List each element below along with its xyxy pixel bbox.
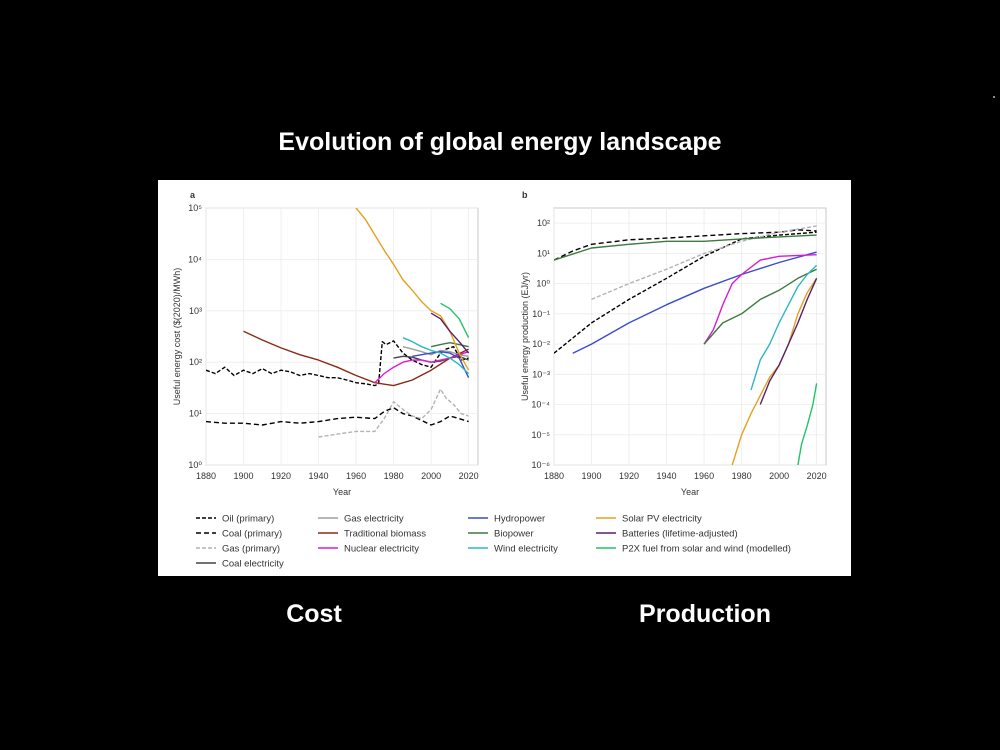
- x-tick-label: 2020: [807, 471, 827, 481]
- legend-entry-label: Nuclear electricity: [344, 544, 419, 555]
- legend-entry-label: Wind electricity: [494, 544, 558, 555]
- legend-entry-label: Gas electricity: [344, 514, 404, 525]
- y-tick-label: 10⁻⁴: [531, 400, 550, 410]
- series-line-wind-electricity: [402, 337, 470, 375]
- series-line-coal-primary: [206, 406, 469, 426]
- y-tick-label: 10³: [189, 306, 202, 316]
- series-line-oil-primary: [206, 340, 469, 387]
- y-tick-label: 10⁴: [188, 254, 202, 264]
- x-tick-label: 1940: [309, 471, 329, 481]
- caption-production: Production: [639, 600, 771, 628]
- series-line-p2x-fuel-from-solar-and-wind-modelled: [797, 383, 818, 465]
- x-tick-label: 1960: [694, 471, 714, 481]
- x-tick-label: 1960: [346, 471, 366, 481]
- y-tick-label: 10⁻⁶: [532, 460, 551, 470]
- energy-charts-svg: 1880 1900 1920 1940 1960 1980 2000 2020 10⁰ 10¹ 10…: [172, 190, 827, 570]
- y-tick-label: 10¹: [189, 409, 202, 419]
- panel-label-b: b: [522, 190, 528, 200]
- y-tick-label: 10⁻³: [532, 369, 550, 379]
- y-tick-label: 10⁻⁵: [532, 430, 551, 440]
- y-tick-label: 10⁰: [188, 460, 202, 470]
- legend-entry-label: Oil (primary): [222, 514, 274, 525]
- series-line-p2x-fuel-from-solar-and-wind-modelled: [440, 302, 470, 339]
- legend-entry-label: Solar PV electricity: [622, 514, 702, 525]
- series-line-wind-electricity: [750, 264, 818, 391]
- series-line-traditional-biomass: [554, 234, 817, 261]
- series-line-gas-primary: [318, 388, 469, 438]
- x-tick-label: 1940: [657, 471, 677, 481]
- plot-area-a: [205, 207, 479, 466]
- series-line-traditional-biomass: [243, 330, 469, 387]
- series-line-gas-primary: [591, 225, 817, 301]
- series-line-biopower: [703, 268, 817, 345]
- series-line-oil-primary: [554, 231, 817, 354]
- series-line-batteries-lifetime-adjusted: [430, 312, 470, 354]
- series-line-solar-pv-electricity: [731, 277, 818, 465]
- y-tick-label: 10²: [189, 357, 202, 367]
- legend-entry-label: Coal electricity: [222, 559, 284, 570]
- x-tick-label: 1920: [619, 471, 639, 481]
- x-tick-label: 2000: [769, 471, 789, 481]
- x-tick-label: 1900: [234, 471, 254, 481]
- corner-dot: [993, 96, 995, 98]
- y-tick-label: 10⁻²: [532, 339, 550, 349]
- x-axis-label: Year: [681, 487, 699, 497]
- y-axis-label: Useful energy cost ($(2020)/MWh): [172, 268, 182, 406]
- x-tick-label: 2000: [421, 471, 441, 481]
- legend-entry-label: Coal (primary): [222, 529, 282, 540]
- series-line-nuclear-electricity: [703, 254, 817, 345]
- series-line-hydropower: [412, 350, 470, 379]
- x-tick-label: 2020: [459, 471, 479, 481]
- series-group: [206, 208, 470, 438]
- y-tick-label: 10⁰: [536, 279, 550, 289]
- x-tick-label: 1880: [544, 471, 564, 481]
- figure-panel: 1880 1900 1920 1940 1960 1980 2000 2020 10⁰ 10¹ 10…: [158, 180, 851, 576]
- x-tick-label: 1900: [582, 471, 602, 481]
- x-axis-label: Year: [333, 487, 351, 497]
- y-tick-label: 10⁻¹: [532, 309, 550, 319]
- legend-entry-label: P2X fuel from solar and wind (modelled): [622, 544, 791, 555]
- x-tick-label: 1980: [732, 471, 752, 481]
- y-tick-label: 10²: [537, 218, 550, 228]
- legend-entry-label: Gas (primary): [222, 544, 280, 555]
- series-group: [554, 225, 818, 465]
- x-tick-label: 1920: [271, 471, 291, 481]
- legend-entry-label: Hydropower: [494, 514, 545, 525]
- plot-area-b: [553, 207, 827, 466]
- series-line-hydropower: [572, 251, 817, 354]
- slide-title: Evolution of global energy landscape: [278, 128, 722, 156]
- series-line-batteries-lifetime-adjusted: [759, 278, 818, 405]
- x-tick-label: 1880: [196, 471, 216, 481]
- x-tick-label: 1980: [384, 471, 404, 481]
- y-tick-label: 10⁵: [188, 203, 202, 213]
- legend-entry-label: Traditional biomass: [344, 529, 426, 540]
- panel-label-a: a: [190, 190, 196, 200]
- legend-entry-label: Batteries (lifetime-adjusted): [622, 529, 738, 540]
- series-line-nuclear-electricity: [374, 351, 469, 384]
- y-axis-label: Useful energy production (EJ/yr): [520, 272, 530, 401]
- caption-cost: Cost: [286, 600, 342, 628]
- y-tick-label: 10¹: [537, 248, 550, 258]
- legend-entry-label: Biopower: [494, 529, 534, 540]
